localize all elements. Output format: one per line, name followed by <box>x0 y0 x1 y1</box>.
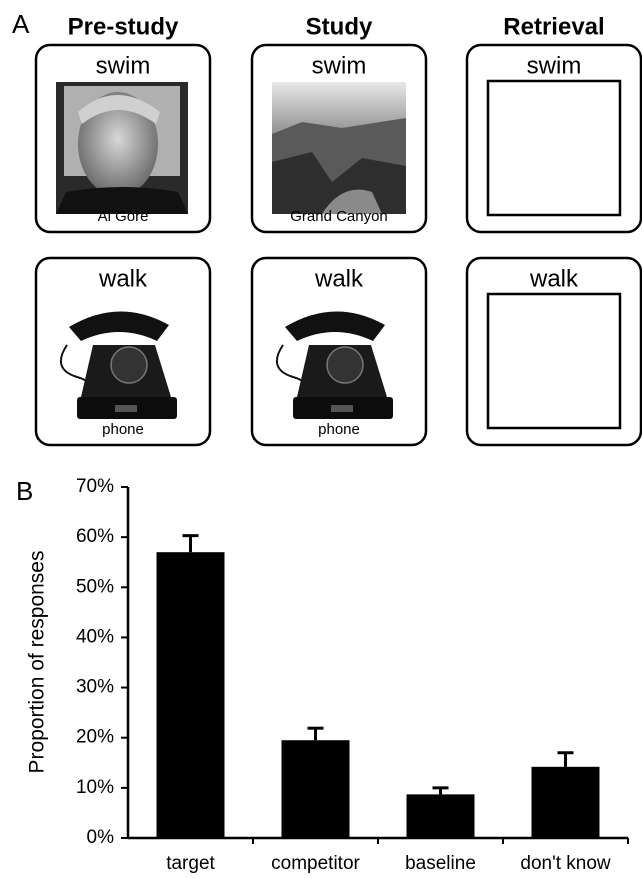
cue-word: swim <box>312 52 367 79</box>
panel-label: A <box>12 9 30 39</box>
cue-word: swim <box>527 52 582 79</box>
caption: Al Gore <box>98 208 149 225</box>
column-header: Study <box>306 13 373 40</box>
y-axis-title: Proportion of responses <box>26 551 49 774</box>
x-tick-label: competitor <box>271 853 360 874</box>
bar <box>407 794 475 838</box>
caption: Grand Canyon <box>290 208 388 225</box>
column-header: Pre-study <box>68 13 179 40</box>
photo <box>115 405 137 412</box>
bar <box>282 740 350 838</box>
error-bar <box>433 788 449 795</box>
panel-label: B <box>16 476 33 506</box>
photo <box>111 347 147 383</box>
cue-word: walk <box>98 265 148 292</box>
y-tick-label: 20% <box>76 727 114 748</box>
x-tick-label: don't know <box>520 853 611 874</box>
error-bar <box>558 753 574 767</box>
bar <box>157 552 225 838</box>
caption: phone <box>318 421 360 438</box>
y-tick-label: 70% <box>76 476 114 497</box>
cue-word: walk <box>314 265 364 292</box>
y-tick-label: 60% <box>76 526 114 547</box>
photo <box>327 347 363 383</box>
y-tick-label: 0% <box>87 827 115 848</box>
y-tick-label: 40% <box>76 626 114 647</box>
error-bar <box>183 536 199 553</box>
x-tick-label: baseline <box>405 853 476 874</box>
y-tick-label: 10% <box>76 777 114 798</box>
bar <box>532 767 600 838</box>
cue-word: walk <box>529 265 579 292</box>
cue-word: swim <box>96 52 151 79</box>
figure: A B Proportion of responses Pre-study Stu… <box>0 0 642 878</box>
y-tick-label: 50% <box>76 576 114 597</box>
x-tick-label: target <box>166 853 215 874</box>
caption: phone <box>102 421 144 438</box>
y-tick-label: 30% <box>76 677 114 698</box>
photo <box>331 405 353 412</box>
error-bar <box>308 728 324 740</box>
column-header: Retrieval <box>503 13 604 40</box>
